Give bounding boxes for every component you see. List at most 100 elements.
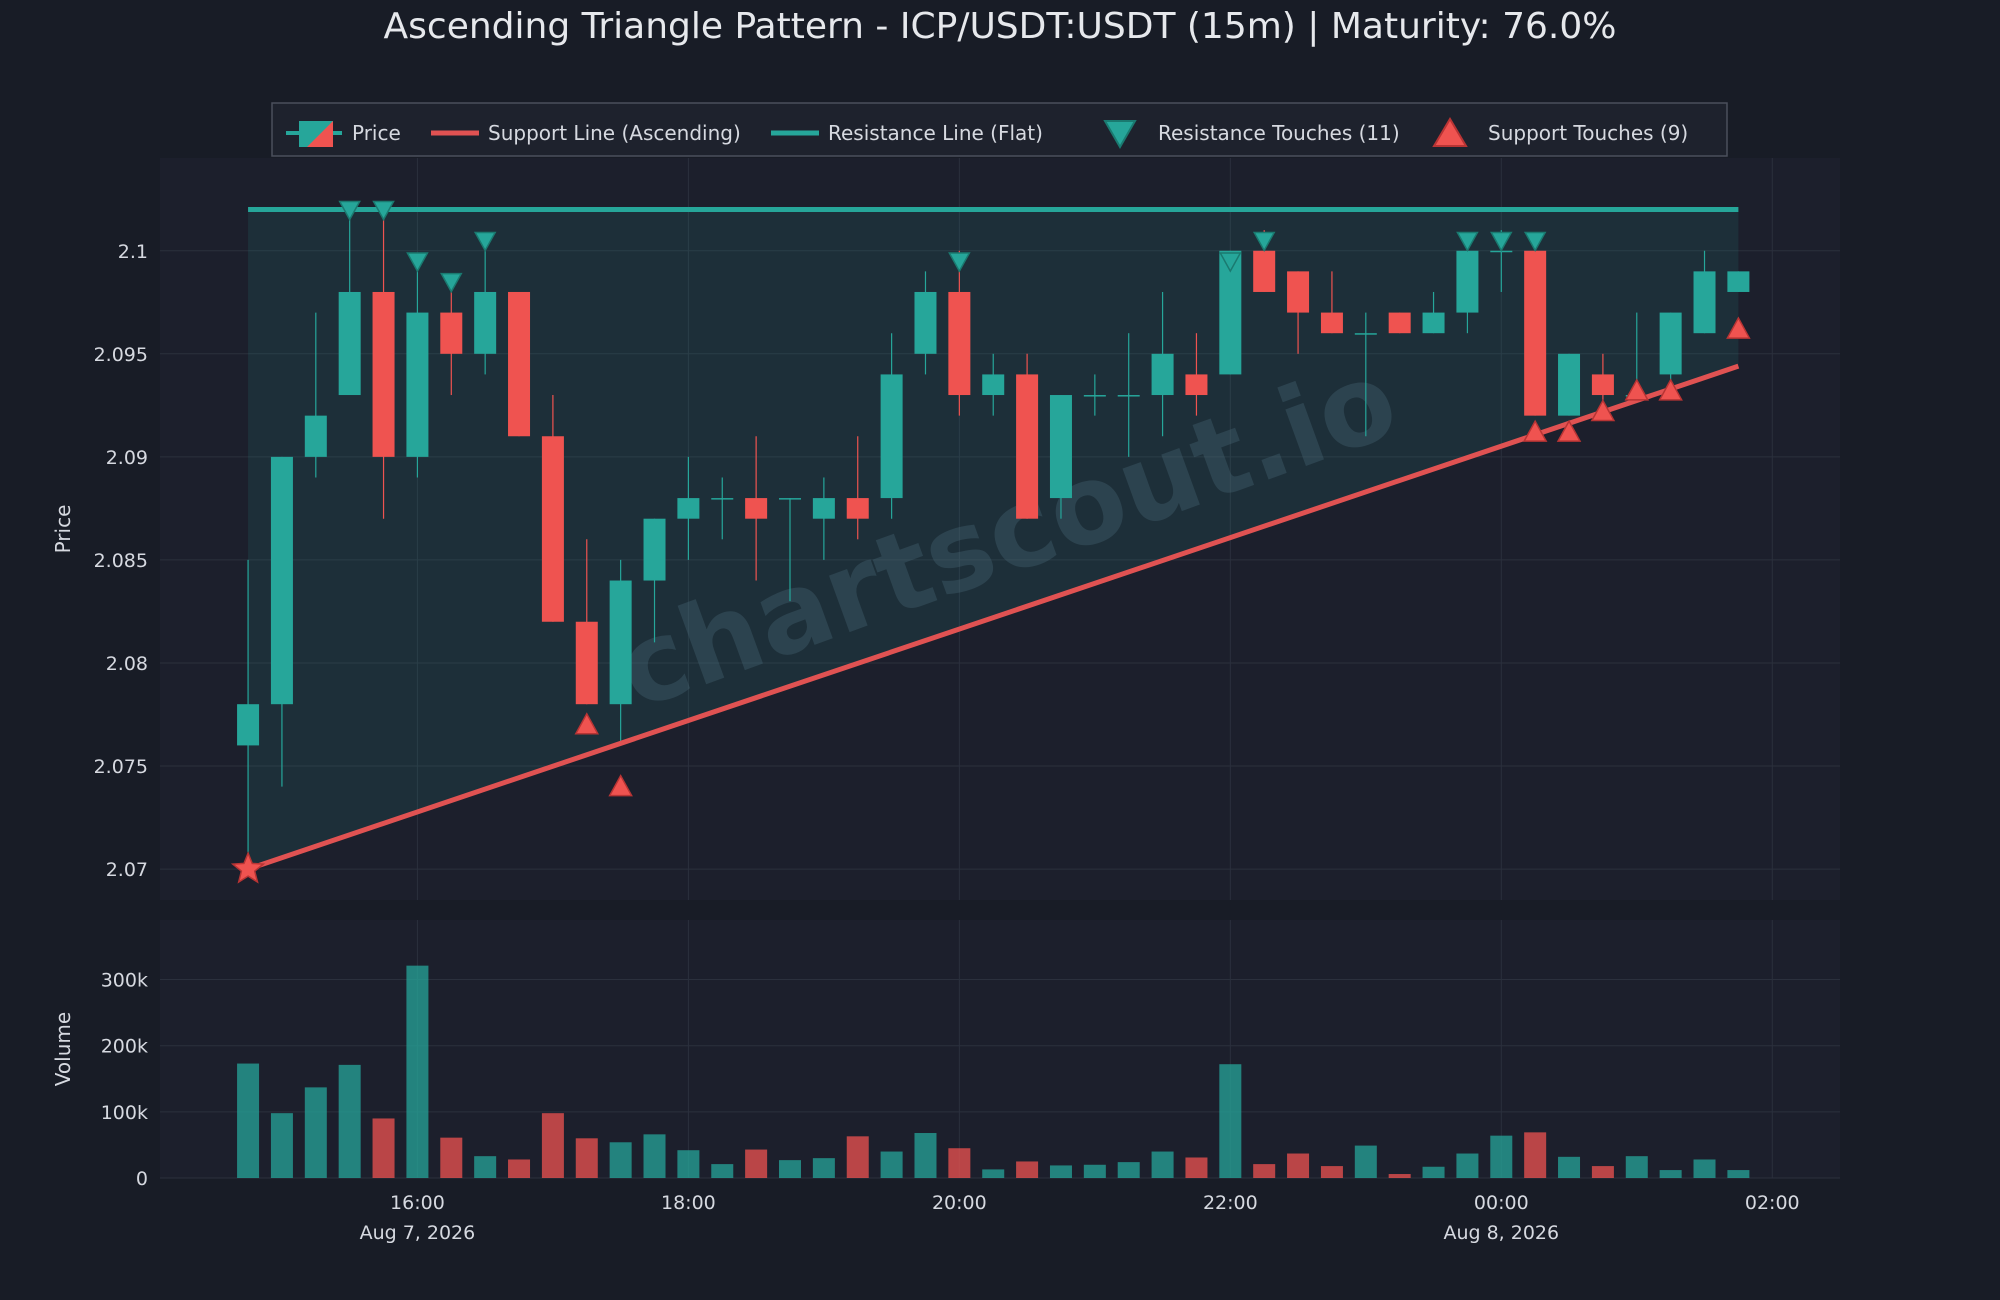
volume-bar [1490, 1135, 1513, 1178]
candle-body [1117, 395, 1140, 397]
volume-bar [1456, 1153, 1479, 1178]
candle-body [270, 456, 293, 705]
price-tick-label: 2.095 [94, 344, 148, 366]
candle-body [948, 291, 971, 396]
candle-body [1287, 271, 1310, 313]
resistance-touch-marker [406, 252, 429, 273]
resistance-touch-marker [1523, 231, 1547, 252]
volume-bar [1049, 1165, 1072, 1178]
legend-item-resistance: Resistance Line (Flat) [771, 121, 1043, 145]
support-touch-marker [1726, 316, 1751, 339]
candle-body [372, 291, 395, 457]
price-tick-label: 2.08 [106, 653, 148, 675]
candlesticks [237, 209, 1750, 870]
candle-body [880, 374, 903, 499]
volume-axis-label: Volume [51, 1012, 75, 1086]
volume-bar [575, 1138, 598, 1178]
time-tick-label: 22:00 [1203, 1192, 1258, 1214]
legend-item-support-touches: Support Touches (9) [1432, 117, 1688, 147]
candle-body [474, 291, 497, 354]
legend-item-support: Support Line (Ascending) [431, 121, 741, 145]
support-touch-marker [1624, 378, 1650, 401]
candle-body [1693, 271, 1716, 334]
candle-body [1388, 312, 1411, 334]
support-touch-marker [1590, 398, 1616, 422]
candle-body [1524, 250, 1547, 416]
candle-body [237, 704, 260, 746]
price-tick-label: 2.07 [106, 859, 148, 881]
volume-tick-label: 300k [101, 970, 148, 992]
down-triangle-icon [1103, 120, 1137, 150]
candle-body [1422, 312, 1445, 334]
volume-bar [372, 1118, 395, 1178]
volume-bar [1693, 1159, 1716, 1178]
candle-body [711, 498, 734, 500]
volume-bar [304, 1087, 327, 1178]
volume-bar [880, 1151, 903, 1178]
candle-body [338, 291, 361, 396]
volume-panel-bg [160, 920, 1840, 1178]
support-touch-marker [1658, 378, 1683, 401]
volume-bar [948, 1148, 971, 1178]
candle-body [1083, 395, 1106, 397]
volume-bar [1253, 1164, 1276, 1178]
time-tick-label: 20:00 [932, 1192, 987, 1214]
volume-bar [1185, 1157, 1208, 1178]
candle-body [575, 621, 598, 705]
volume-bar [745, 1149, 768, 1178]
resistance-touch-marker [1219, 252, 1242, 273]
volume-bar [1083, 1164, 1106, 1178]
volume-bar [1388, 1174, 1411, 1178]
volume-tick-label: 0 [136, 1168, 148, 1190]
candle-body [440, 312, 463, 354]
candle-body [643, 518, 666, 581]
pattern-start-star [230, 851, 266, 884]
resistance-touch-marker [338, 200, 361, 222]
volume-bar [846, 1136, 869, 1178]
resistance-touch-marker [948, 252, 971, 273]
time-tick-label: 00:00 [1474, 1192, 1529, 1214]
candle-body [508, 291, 531, 437]
volume-bar [779, 1160, 801, 1178]
chart-title: Ascending Triangle Pattern - ICP/USDT:US… [384, 6, 1617, 47]
price-tick-label: 2.1 [118, 241, 148, 263]
price-panel-bg [160, 158, 1840, 900]
candle-body [1727, 271, 1750, 292]
candle-body [677, 498, 700, 519]
support-touch-marker [608, 774, 633, 797]
price-axis-label: Price [51, 505, 75, 554]
candle-body [914, 291, 937, 354]
candle-body [1016, 374, 1039, 519]
time-tick-label: 02:00 [1745, 1192, 1800, 1214]
volume-bar [711, 1164, 734, 1178]
touch-markers [230, 200, 1751, 884]
support-touch-marker [574, 712, 600, 735]
volume-bar [1422, 1166, 1445, 1178]
legend-price-swatch-bear [307, 121, 333, 147]
pattern-lines [247, 207, 1740, 872]
volume-bar [812, 1158, 835, 1178]
volume-bar [609, 1142, 632, 1178]
time-tick-label: 18:00 [661, 1192, 716, 1214]
time-tick-label: 16:00 [390, 1192, 445, 1214]
candle-body [1558, 353, 1581, 416]
resistance-touch-marker [372, 200, 395, 222]
volume-bar [338, 1064, 361, 1178]
volume-bar [270, 1113, 293, 1178]
volume-bar [1727, 1170, 1750, 1178]
volume-bar [1016, 1161, 1039, 1178]
legend-label-support-touches: Support Touches (9) [1488, 121, 1688, 145]
candle-body [1253, 250, 1276, 292]
resistance-touch-marker [473, 231, 497, 252]
volume-bar [1524, 1132, 1547, 1178]
volume-bar [677, 1150, 700, 1178]
volume-bar [1117, 1162, 1140, 1178]
date-tick-label: Aug 7, 2026 [360, 1222, 476, 1244]
volume-bar [406, 965, 429, 1178]
up-triangle-icon [1432, 117, 1468, 147]
candle-body [1151, 353, 1174, 396]
legend-item-price: Price [286, 121, 401, 147]
volume-tick-label: 100k [101, 1102, 148, 1124]
volume-bar [440, 1137, 463, 1178]
legend-label-price: Price [352, 121, 401, 145]
